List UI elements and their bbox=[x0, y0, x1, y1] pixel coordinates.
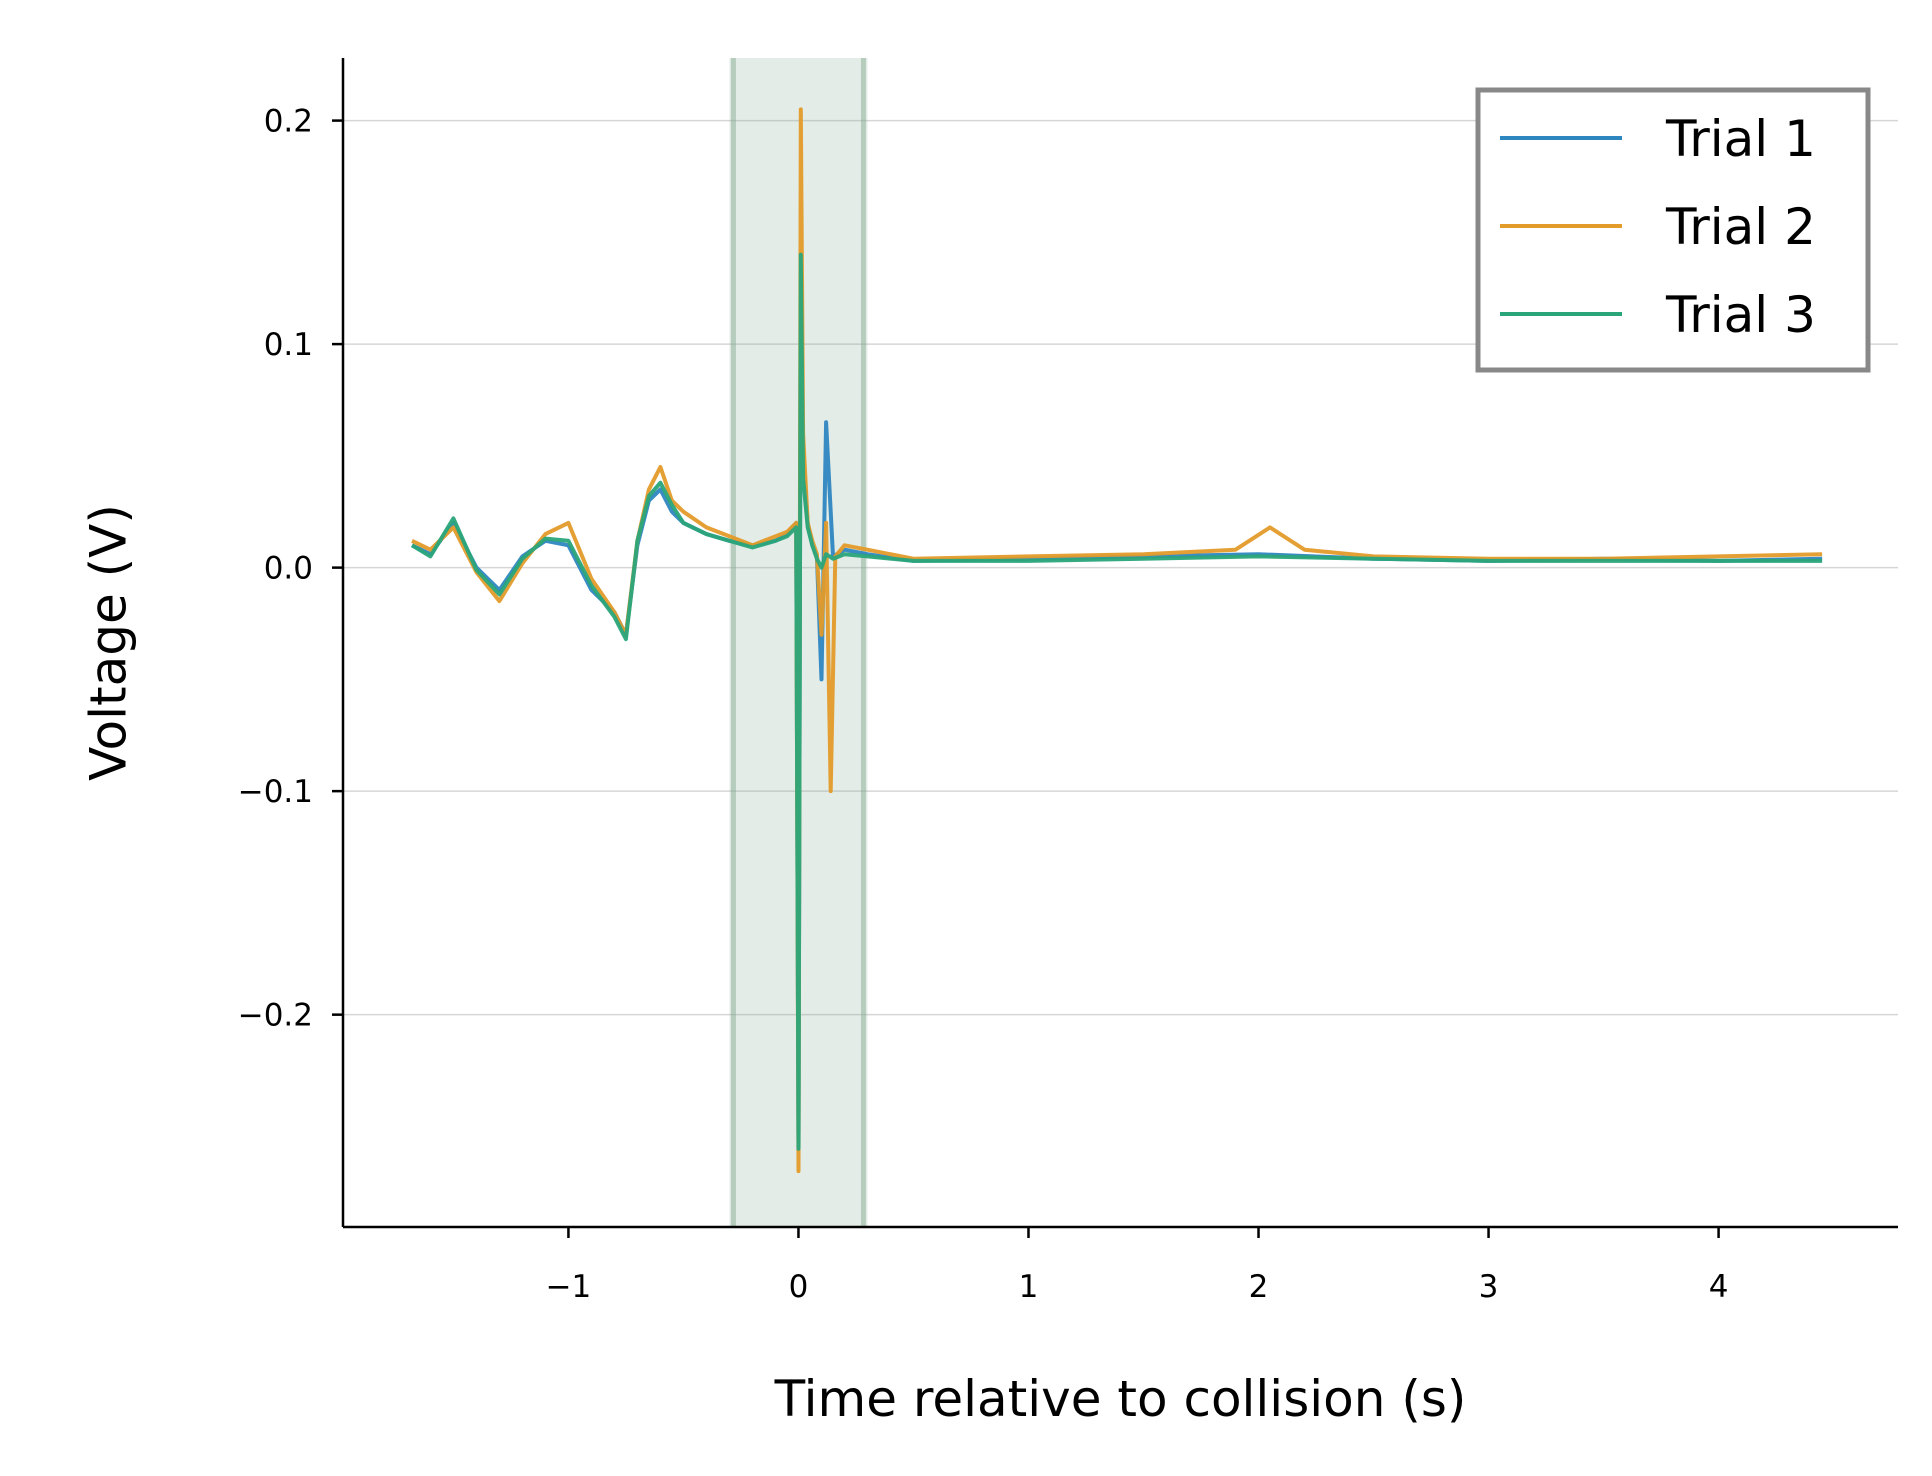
x-tick-label: 3 bbox=[1479, 1269, 1499, 1305]
legend-items: Trial 1 Trial 2 Trial 3 bbox=[1500, 110, 1816, 344]
legend-label-trial-3: Trial 3 bbox=[1665, 286, 1816, 344]
series-line-trial-2 bbox=[411, 107, 1823, 1174]
x-tick-label: 2 bbox=[1249, 1269, 1269, 1305]
y-axis-title: Voltage (V) bbox=[80, 504, 138, 781]
legend: Trial 1 Trial 2 Trial 3 bbox=[1475, 87, 1871, 373]
y-tick-label: 0.2 bbox=[264, 104, 313, 140]
y-axis-ticks: −0.2 −0.1 0.0 0.1 0.2 bbox=[238, 104, 343, 1034]
x-tick-label: 4 bbox=[1709, 1269, 1729, 1305]
y-tick-label: 0.1 bbox=[264, 327, 313, 363]
x-tick-label: 0 bbox=[789, 1269, 809, 1305]
grid-lines bbox=[343, 119, 1898, 1016]
series-line-trial-3 bbox=[410, 252, 1823, 1151]
y-tick-label: −0.2 bbox=[238, 998, 313, 1034]
y-tick-label: 0.0 bbox=[264, 551, 313, 587]
legend-label-trial-1: Trial 1 bbox=[1665, 110, 1816, 168]
x-tick-label: −1 bbox=[546, 1269, 592, 1305]
legend-label-trial-2: Trial 2 bbox=[1665, 198, 1816, 256]
y-tick-label: −0.1 bbox=[238, 774, 313, 810]
axes bbox=[341, 58, 1898, 1229]
x-axis-title: Time relative to collision (s) bbox=[774, 1370, 1467, 1428]
series-lines bbox=[410, 107, 1823, 1174]
x-tick-label: 1 bbox=[1019, 1269, 1039, 1305]
x-axis-ticks: −1 0 1 2 3 4 bbox=[546, 1227, 1729, 1305]
